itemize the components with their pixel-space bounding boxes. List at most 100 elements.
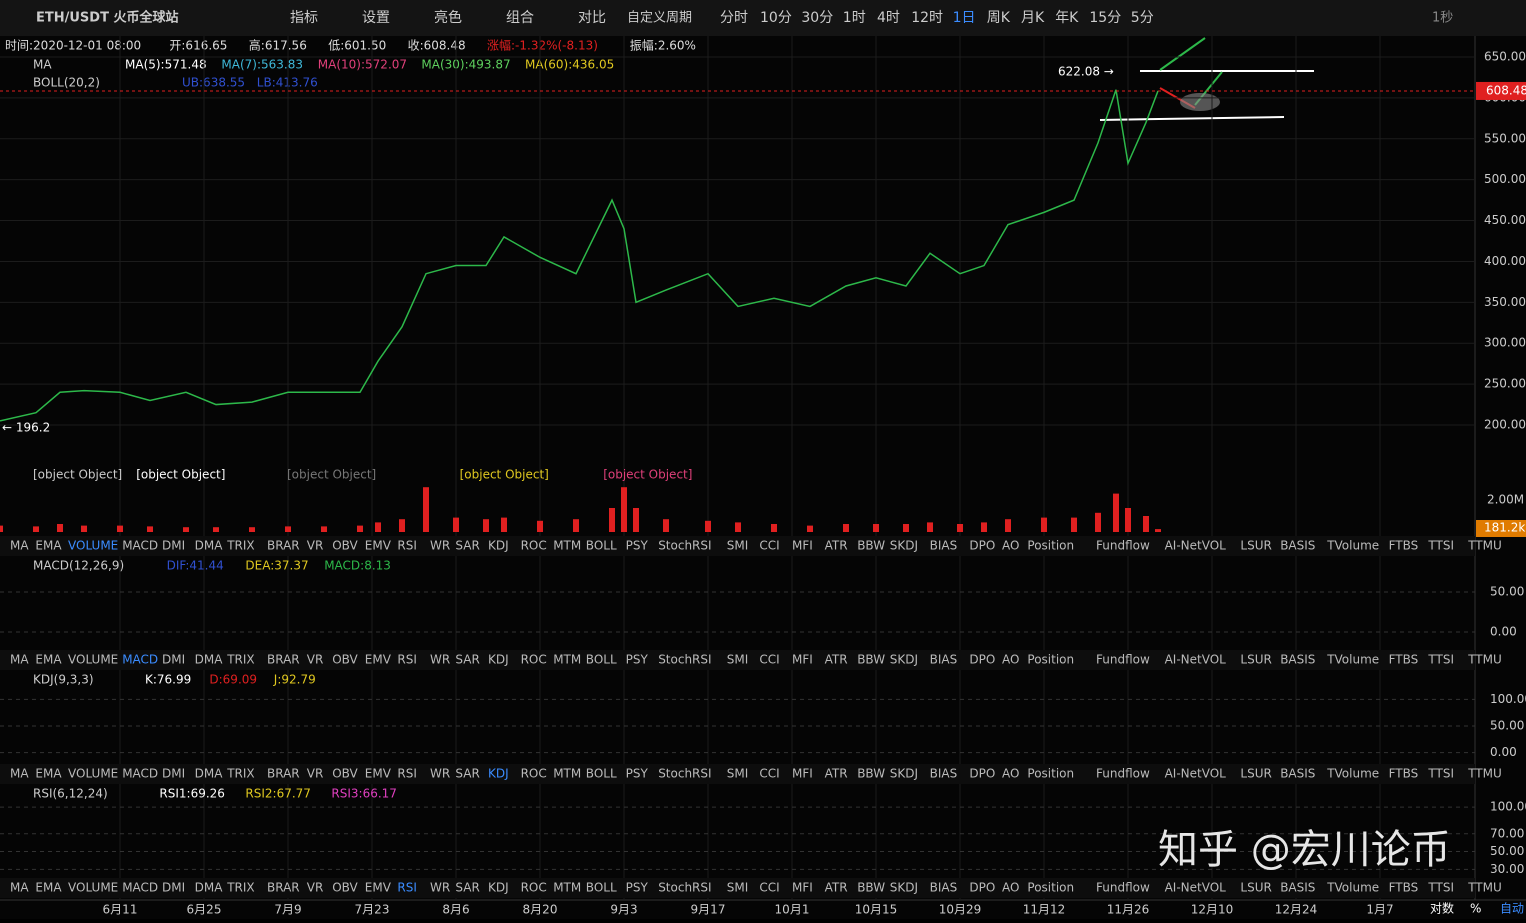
indicator-tab[interactable]: MACD [122,767,158,781]
indicator-tab[interactable]: BRAR [267,881,300,895]
indicator-tab[interactable]: ROC [521,653,547,667]
period[interactable]: 月K [1021,10,1045,26]
indicator-tab[interactable]: AO [1002,539,1019,553]
indicator-tab[interactable]: BBW [857,881,885,895]
indicator-tab[interactable]: DMA [195,881,224,895]
period-menu[interactable]: 自定义周期 [627,11,692,26]
indicator-tab[interactable]: BBW [857,767,885,781]
indicator-tab[interactable]: ATR [825,539,848,553]
indicator-tab[interactable]: ROC [521,767,547,781]
indicator-tab[interactable]: DMI [162,767,185,781]
indicator-tab[interactable]: Fundflow [1096,767,1150,781]
indicator-tab[interactable]: SMI [727,539,749,553]
indicator-tab[interactable]: OBV [332,767,358,781]
indicator-tab[interactable]: FTBS [1389,767,1419,781]
indicator-tab[interactable]: LSUR [1240,539,1271,553]
indicator-tab[interactable]: WR [430,881,450,895]
indicator-tab[interactable]: BIAS [930,539,958,553]
period[interactable]: 周K [987,10,1011,26]
indicator-tab[interactable]: BBW [857,539,885,553]
indicator-tab[interactable]: BRAR [267,539,300,553]
indicator-tab[interactable]: TVolume [1326,539,1379,553]
indicator-tab[interactable]: ROC [521,539,547,553]
indicator-tab[interactable]: BOLL [586,881,617,895]
indicator-tab[interactable]: TTMU [1467,653,1502,667]
indicator-tab[interactable]: MTM [553,881,581,895]
indicator-tab[interactable]: TTMU [1467,767,1502,781]
toolbar-button[interactable]: 设置 [362,10,390,26]
indicator-tab[interactable]: TRIX [226,539,254,553]
indicator-tab[interactable]: Position [1027,881,1074,895]
indicator-tab[interactable]: RSI [397,881,417,895]
indicator-tab[interactable]: VOLUME [68,767,118,781]
indicator-tab[interactable]: AI-NetVOL [1165,881,1227,895]
indicator-tab[interactable]: BOLL [586,767,617,781]
indicator-tab[interactable]: EMA [35,653,62,667]
indicator-tab[interactable]: CCI [759,653,779,667]
indicator-tab[interactable]: BASIS [1280,539,1315,553]
indicator-tab[interactable]: DMI [162,539,185,553]
indicator-tab[interactable]: TRIX [226,653,254,667]
indicator-tab[interactable]: RSI [397,539,417,553]
indicator-tab[interactable]: EMV [365,653,392,667]
toolbar-button[interactable]: 组合 [506,10,534,26]
indicator-tab[interactable]: DMA [195,767,224,781]
indicator-tab[interactable]: SMI [727,653,749,667]
indicator-tab[interactable]: AO [1002,881,1019,895]
indicator-tab[interactable]: Fundflow [1096,653,1150,667]
indicator-tab[interactable]: DPO [969,653,995,667]
indicator-tab[interactable]: FTBS [1389,539,1419,553]
indicator-tab[interactable]: BIAS [930,653,958,667]
indicator-tab[interactable]: MA [10,539,29,553]
indicator-tab[interactable]: TVolume [1326,653,1379,667]
indicator-tab[interactable]: PSY [626,653,649,667]
indicator-tab[interactable]: MFI [792,881,813,895]
indicator-tab[interactable]: SAR [455,653,479,667]
indicator-tab[interactable]: BIAS [930,881,958,895]
indicator-tab[interactable]: Position [1027,767,1074,781]
indicator-tab[interactable]: VR [307,767,324,781]
indicator-tab[interactable]: VOLUME [68,539,118,553]
period[interactable]: 分时 [720,10,748,26]
indicator-tab[interactable]: EMV [365,767,392,781]
indicator-tab[interactable]: CCI [759,539,779,553]
indicator-tab[interactable]: BRAR [267,653,300,667]
indicator-tab[interactable]: TTSI [1427,653,1454,667]
indicator-tab[interactable]: FTBS [1389,881,1419,895]
indicator-tab[interactable]: EMA [35,539,62,553]
indicator-tab[interactable]: DPO [969,539,995,553]
indicator-tab[interactable]: KDJ [488,881,509,895]
indicator-tab[interactable]: VR [307,539,324,553]
indicator-tab[interactable]: BIAS [930,767,958,781]
indicator-tab[interactable]: KDJ [488,539,509,553]
indicator-tab[interactable]: MFI [792,653,813,667]
indicator-tab[interactable]: BASIS [1280,881,1315,895]
indicator-tab[interactable]: StochRSI [658,881,711,895]
indicator-tab[interactable]: MFI [792,539,813,553]
indicator-tab[interactable]: SKDJ [890,767,918,781]
indicator-tab[interactable]: RSI [397,767,417,781]
indicator-tab[interactable]: SAR [455,539,479,553]
indicator-tab[interactable]: SKDJ [890,653,918,667]
indicator-tab[interactable]: TVolume [1326,767,1379,781]
indicator-tab[interactable]: TRIX [226,881,254,895]
indicator-tab[interactable]: VR [307,653,324,667]
indicator-tab[interactable]: BOLL [586,539,617,553]
indicator-tab[interactable]: MFI [792,767,813,781]
indicator-tab[interactable]: PSY [626,539,649,553]
period[interactable]: 10分 [760,10,792,26]
indicator-tab[interactable]: ATR [825,881,848,895]
indicator-tab[interactable]: DMI [162,653,185,667]
indicator-tab[interactable]: TTSI [1427,767,1454,781]
indicator-tab[interactable]: TRIX [226,767,254,781]
indicator-tab[interactable]: ATR [825,653,848,667]
period[interactable]: 1时 [843,10,866,26]
indicator-tab[interactable]: MTM [553,653,581,667]
indicator-tab[interactable]: TTSI [1427,539,1454,553]
indicator-tab[interactable]: DMA [195,539,224,553]
indicator-tab[interactable]: OBV [332,881,358,895]
period[interactable]: 30分 [801,10,833,26]
indicator-tab[interactable]: BBW [857,653,885,667]
indicator-tab[interactable]: KDJ [488,653,509,667]
period[interactable]: 年K [1055,10,1079,26]
